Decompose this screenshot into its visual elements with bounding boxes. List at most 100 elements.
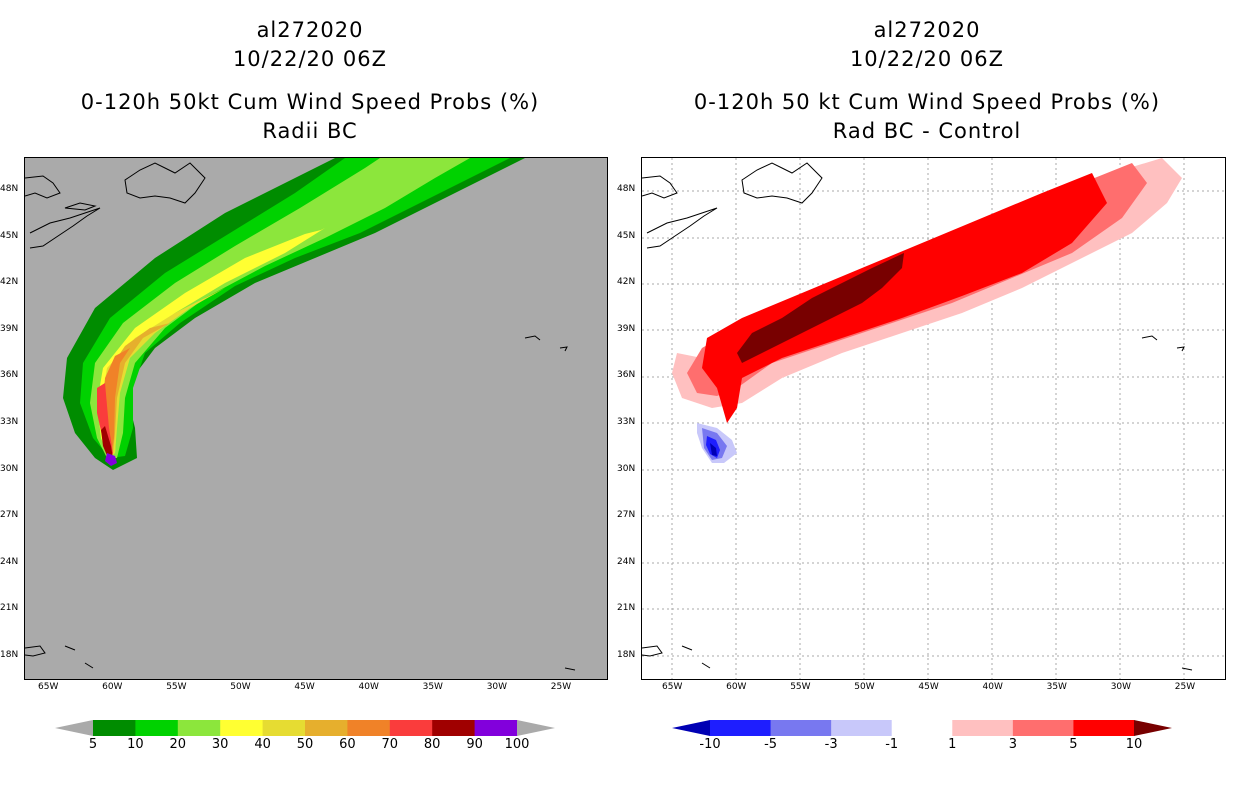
lon-tick-label: 55W (790, 682, 811, 692)
lat-tick-label: 39N (0, 323, 19, 334)
lon-tick-label: 45W (294, 682, 315, 692)
left-probability-field (25, 158, 576, 671)
right-map-panel (641, 157, 1226, 680)
colorbar-segment (710, 720, 772, 736)
colorbar-segment (347, 720, 391, 736)
colorbar-label: 5 (88, 737, 98, 752)
coastline-outline-right (642, 162, 1193, 671)
colorbar-label: -10 (699, 737, 721, 752)
lon-tick-label: 35W (1046, 682, 1067, 692)
colorbar-label: -1 (885, 737, 899, 752)
lon-tick-label: 60W (726, 682, 747, 692)
lat-tick-label: 24N (0, 556, 19, 567)
colorbar-segment (220, 720, 264, 736)
colorbar-segment (831, 720, 893, 736)
coastline-outline (25, 162, 576, 671)
prob-band-80 (101, 426, 113, 458)
lon-tick-label: 65W (38, 682, 59, 692)
colorbar-label: 10 (127, 737, 144, 752)
prob-band-60 (103, 348, 130, 456)
prob-band-70 (97, 383, 113, 458)
colorbar-label: 80 (423, 737, 441, 752)
colorbar-left-arrow (55, 720, 93, 736)
left-colorbar (55, 720, 555, 736)
lat-tick-label: 39N (617, 323, 636, 334)
colorbar-segment (262, 720, 306, 736)
colorbar-segment (389, 720, 433, 736)
lat-tick-label: 18N (0, 650, 19, 660)
lat-tick-label: 33N (617, 417, 636, 427)
left-map-panel (24, 157, 608, 680)
colorbar-segment (1012, 720, 1074, 736)
diff-band-above-10 (737, 253, 904, 363)
colorbar-label: 60 (339, 737, 356, 752)
lon-tick-label: 50W (854, 682, 875, 692)
colorbar-segment (474, 720, 518, 736)
lon-tick-label: 55W (166, 682, 187, 692)
colorbar-label: -5 (764, 737, 778, 752)
colorbar-label: 30 (211, 737, 229, 752)
colorbar-label: 100 (504, 737, 530, 752)
colorbar-segment (135, 720, 179, 736)
colorbar-right-arrow (517, 720, 555, 736)
right-experiment-title: Rad BC - Control (832, 119, 1022, 143)
lat-tick-label: 45N (0, 230, 19, 241)
colorbar-segment (432, 720, 476, 736)
colorbar-label: 20 (169, 737, 187, 752)
lat-tick-label: 21N (617, 603, 636, 614)
left-storm-id: al272020 (256, 18, 364, 42)
colorbar-label: 3 (1008, 737, 1017, 752)
right-storm-id: al272020 (873, 18, 981, 42)
lat-tick-label: 42N (0, 277, 19, 288)
colorbar-segment (305, 720, 348, 736)
left-experiment-title: Radii BC (262, 119, 358, 143)
colorbar-label: 90 (466, 737, 483, 752)
colorbar-label: -3 (824, 737, 838, 752)
colorbar-label: 50 (296, 737, 314, 752)
prob-band-90 (105, 453, 117, 466)
lon-tick-label: 40W (358, 682, 379, 692)
colorbar-segment (177, 720, 221, 736)
lat-tick-label: 24N (617, 556, 636, 567)
lat-tick-label: 45N (617, 230, 636, 241)
lat-tick-label: 33N (0, 417, 19, 427)
lon-tick-label: 40W (982, 682, 1003, 692)
diff-band-5-10 (702, 173, 1107, 423)
colorbar-label: 10 (1125, 737, 1143, 752)
lat-tick-label: 21N (0, 603, 19, 614)
lat-tick-label: 48N (0, 184, 19, 194)
colorbar-segment (891, 720, 953, 736)
colorbar-right-arrow (1134, 720, 1172, 736)
lat-tick-label: 36N (617, 370, 636, 381)
lon-tick-label: 60W (102, 682, 123, 692)
left-datetime: 10/22/20 06Z (232, 47, 388, 71)
colorbar-label: 70 (381, 737, 399, 752)
lon-tick-label: 25W (1174, 682, 1196, 692)
lat-tick-label: 30N (0, 463, 19, 474)
lat-tick-label: 30N (617, 463, 636, 474)
colorbar-segment (93, 720, 136, 736)
colorbar-label: 1 (948, 737, 957, 752)
lon-tick-label: 50W (230, 682, 251, 692)
lon-tick-label: 35W (422, 682, 443, 692)
lat-tick-label: 42N (617, 277, 636, 288)
lat-tick-label: 36N (0, 370, 19, 381)
right-colorbar (672, 720, 1172, 736)
lon-tick-label: 25W (550, 682, 572, 692)
lat-tick-label: 27N (617, 510, 636, 521)
right-difference-field (642, 158, 1225, 679)
lon-tick-label: 30W (486, 682, 508, 692)
colorbar-label: 5 (1069, 737, 1078, 752)
colorbar-segment (1073, 720, 1135, 736)
left-product-title: 0-120h 50kt Cum Wind Speed Probs (%) (80, 90, 540, 114)
colorbar-segment (952, 720, 1014, 736)
lat-tick-label: 27N (0, 510, 19, 521)
lon-tick-label: 45W (918, 682, 939, 692)
diff-band-minus-10 (710, 443, 717, 456)
colorbar-segment (770, 720, 832, 736)
right-datetime: 10/22/20 06Z (849, 47, 1005, 71)
colorbar-left-arrow (672, 720, 710, 736)
right-product-title: 0-120h 50 kt Cum Wind Speed Probs (%) (693, 90, 1161, 114)
lon-tick-label: 65W (662, 682, 683, 692)
colorbar-label: 40 (254, 737, 271, 752)
